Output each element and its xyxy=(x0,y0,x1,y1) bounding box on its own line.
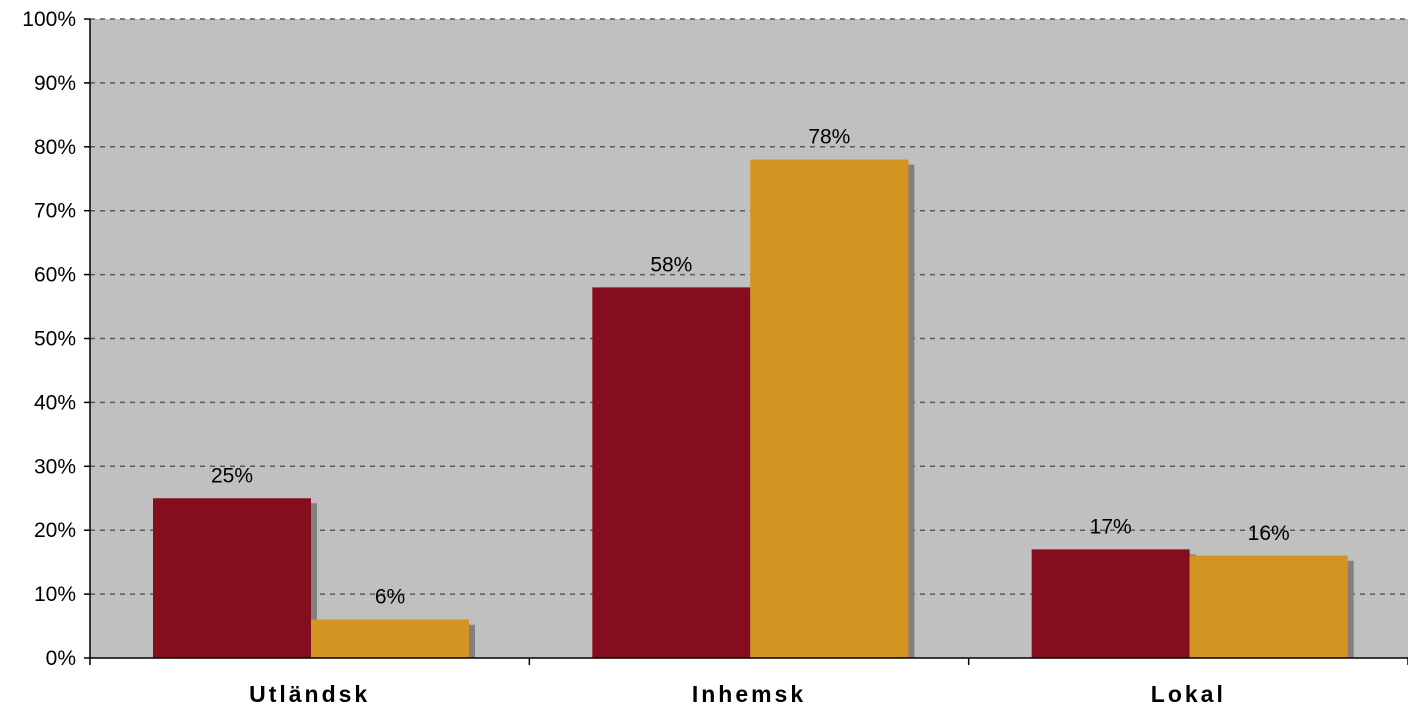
x-category-label: Inhemsk xyxy=(692,681,806,707)
y-tick-label: 30% xyxy=(34,455,76,478)
data-label: 6% xyxy=(375,586,405,609)
y-tick-label: 60% xyxy=(34,264,76,287)
bar xyxy=(592,287,751,658)
y-tick-label: 10% xyxy=(34,583,76,606)
data-label: 16% xyxy=(1248,522,1290,545)
bar xyxy=(1189,555,1348,658)
bar xyxy=(750,159,909,658)
bar xyxy=(1031,549,1190,658)
bar xyxy=(153,498,311,658)
y-tick-label: 100% xyxy=(22,8,76,31)
y-tick-label: 90% xyxy=(34,72,76,95)
y-tick-label: 80% xyxy=(34,136,76,159)
x-category-label: Utländsk xyxy=(249,681,370,707)
y-tick-label: 40% xyxy=(34,391,76,414)
y-tick-label: 20% xyxy=(34,519,76,542)
data-label: 78% xyxy=(808,126,850,149)
bar xyxy=(311,619,469,658)
data-label: 25% xyxy=(211,464,253,487)
y-tick-label: 0% xyxy=(46,647,76,670)
data-label: 17% xyxy=(1090,515,1132,538)
data-label: 58% xyxy=(650,253,692,276)
y-tick-label: 50% xyxy=(34,328,76,351)
y-tick-label: 70% xyxy=(34,200,76,223)
x-category-label: Lokal xyxy=(1151,681,1226,707)
